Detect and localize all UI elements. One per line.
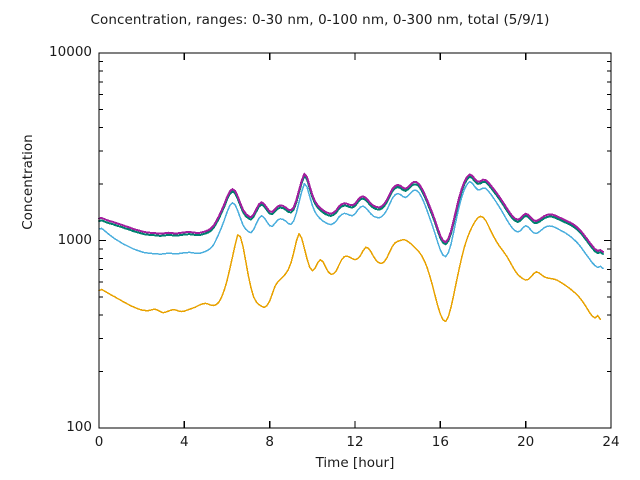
- y-tick-label: 1000: [57, 231, 92, 248]
- x-tick-label: 24: [602, 434, 620, 450]
- x-axis-ticks: [98, 53, 612, 428]
- y-axis-tick-labels: 100 1000 10000: [0, 0, 92, 480]
- x-tick-label: 16: [431, 434, 449, 450]
- series-line-range-0-100: [98, 180, 604, 270]
- series-line-total: [98, 172, 604, 253]
- x-axis-label: Time [hour]: [315, 455, 395, 471]
- series-line-range-0-300: [98, 174, 604, 256]
- plot-frame-overlay: [98, 52, 612, 429]
- x-tick-label: 12: [346, 434, 364, 450]
- y-tick-label: 10000: [49, 44, 92, 60]
- series-line-range-0-30: [98, 215, 602, 323]
- x-tick-label: 8: [265, 434, 274, 450]
- plot-frame: [98, 52, 612, 429]
- x-tick-label: 0: [94, 434, 104, 450]
- x-tick-label: 20: [517, 434, 535, 450]
- y-axis-ticks: [99, 52, 611, 429]
- x-tick-label: 4: [180, 434, 189, 450]
- y-tick-label: 100: [66, 419, 92, 435]
- chart-title: Concentration, ranges: 0-30 nm, 0-100 nm…: [90, 12, 550, 28]
